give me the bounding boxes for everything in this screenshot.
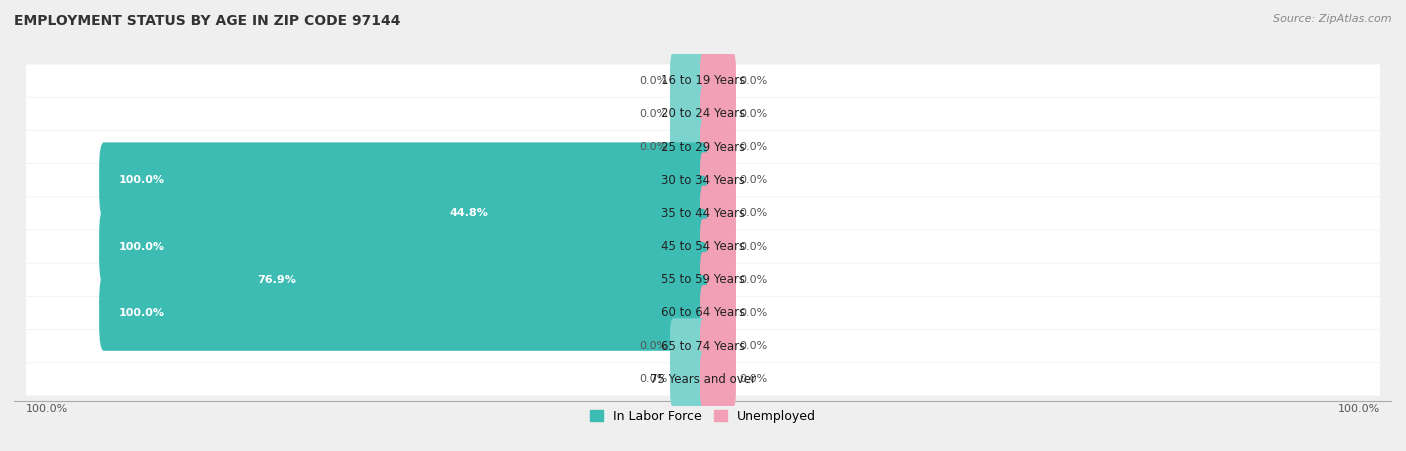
Text: 0.0%: 0.0% [740,142,768,152]
FancyBboxPatch shape [430,175,707,251]
FancyBboxPatch shape [700,152,735,208]
FancyBboxPatch shape [700,119,735,175]
Text: 0.0%: 0.0% [740,208,768,218]
Text: 0.0%: 0.0% [740,275,768,285]
Text: 16 to 19 Years: 16 to 19 Years [661,74,745,87]
FancyBboxPatch shape [700,351,735,407]
FancyBboxPatch shape [100,209,707,285]
FancyBboxPatch shape [700,53,735,109]
FancyBboxPatch shape [700,285,735,341]
Text: 25 to 29 Years: 25 to 29 Years [661,141,745,153]
Text: 0.0%: 0.0% [740,374,768,384]
Text: 100.0%: 100.0% [120,242,165,252]
FancyBboxPatch shape [671,351,706,407]
Text: 0.0%: 0.0% [638,374,666,384]
FancyBboxPatch shape [671,119,706,175]
Text: 76.9%: 76.9% [257,275,297,285]
Text: 30 to 34 Years: 30 to 34 Years [661,174,745,187]
FancyBboxPatch shape [700,86,735,142]
Text: 60 to 64 Years: 60 to 64 Years [661,307,745,319]
FancyBboxPatch shape [671,318,706,374]
Legend: In Labor Force, Unemployed: In Labor Force, Unemployed [585,405,821,428]
FancyBboxPatch shape [27,64,1379,97]
Text: Source: ZipAtlas.com: Source: ZipAtlas.com [1274,14,1392,23]
Text: 0.0%: 0.0% [638,142,666,152]
FancyBboxPatch shape [27,263,1379,296]
FancyBboxPatch shape [700,185,735,241]
Text: 0.0%: 0.0% [638,76,666,86]
FancyBboxPatch shape [700,318,735,374]
Text: 35 to 44 Years: 35 to 44 Years [661,207,745,220]
FancyBboxPatch shape [700,219,735,275]
Text: 100.0%: 100.0% [1337,404,1379,414]
Text: EMPLOYMENT STATUS BY AGE IN ZIP CODE 97144: EMPLOYMENT STATUS BY AGE IN ZIP CODE 971… [14,14,401,28]
Text: 0.0%: 0.0% [740,308,768,318]
Text: 0.0%: 0.0% [638,109,666,119]
FancyBboxPatch shape [27,197,1379,230]
FancyBboxPatch shape [27,131,1379,163]
Text: 45 to 54 Years: 45 to 54 Years [661,240,745,253]
FancyBboxPatch shape [238,242,707,318]
Text: 100.0%: 100.0% [120,175,165,185]
Text: 20 to 24 Years: 20 to 24 Years [661,107,745,120]
Text: 100.0%: 100.0% [27,404,69,414]
Text: 0.0%: 0.0% [740,242,768,252]
FancyBboxPatch shape [27,164,1379,197]
FancyBboxPatch shape [671,86,706,142]
Text: 0.0%: 0.0% [638,341,666,351]
FancyBboxPatch shape [27,230,1379,263]
FancyBboxPatch shape [700,252,735,308]
Text: 75 Years and over: 75 Years and over [650,373,756,386]
FancyBboxPatch shape [100,275,707,351]
FancyBboxPatch shape [27,97,1379,130]
Text: 0.0%: 0.0% [740,109,768,119]
Text: 65 to 74 Years: 65 to 74 Years [661,340,745,353]
Text: 100.0%: 100.0% [120,308,165,318]
FancyBboxPatch shape [100,143,707,218]
FancyBboxPatch shape [27,297,1379,329]
FancyBboxPatch shape [27,330,1379,363]
FancyBboxPatch shape [671,53,706,109]
Text: 55 to 59 Years: 55 to 59 Years [661,273,745,286]
Text: 0.0%: 0.0% [740,76,768,86]
FancyBboxPatch shape [27,363,1379,396]
Text: 44.8%: 44.8% [450,208,488,218]
Text: 0.0%: 0.0% [740,341,768,351]
Text: 0.0%: 0.0% [740,175,768,185]
